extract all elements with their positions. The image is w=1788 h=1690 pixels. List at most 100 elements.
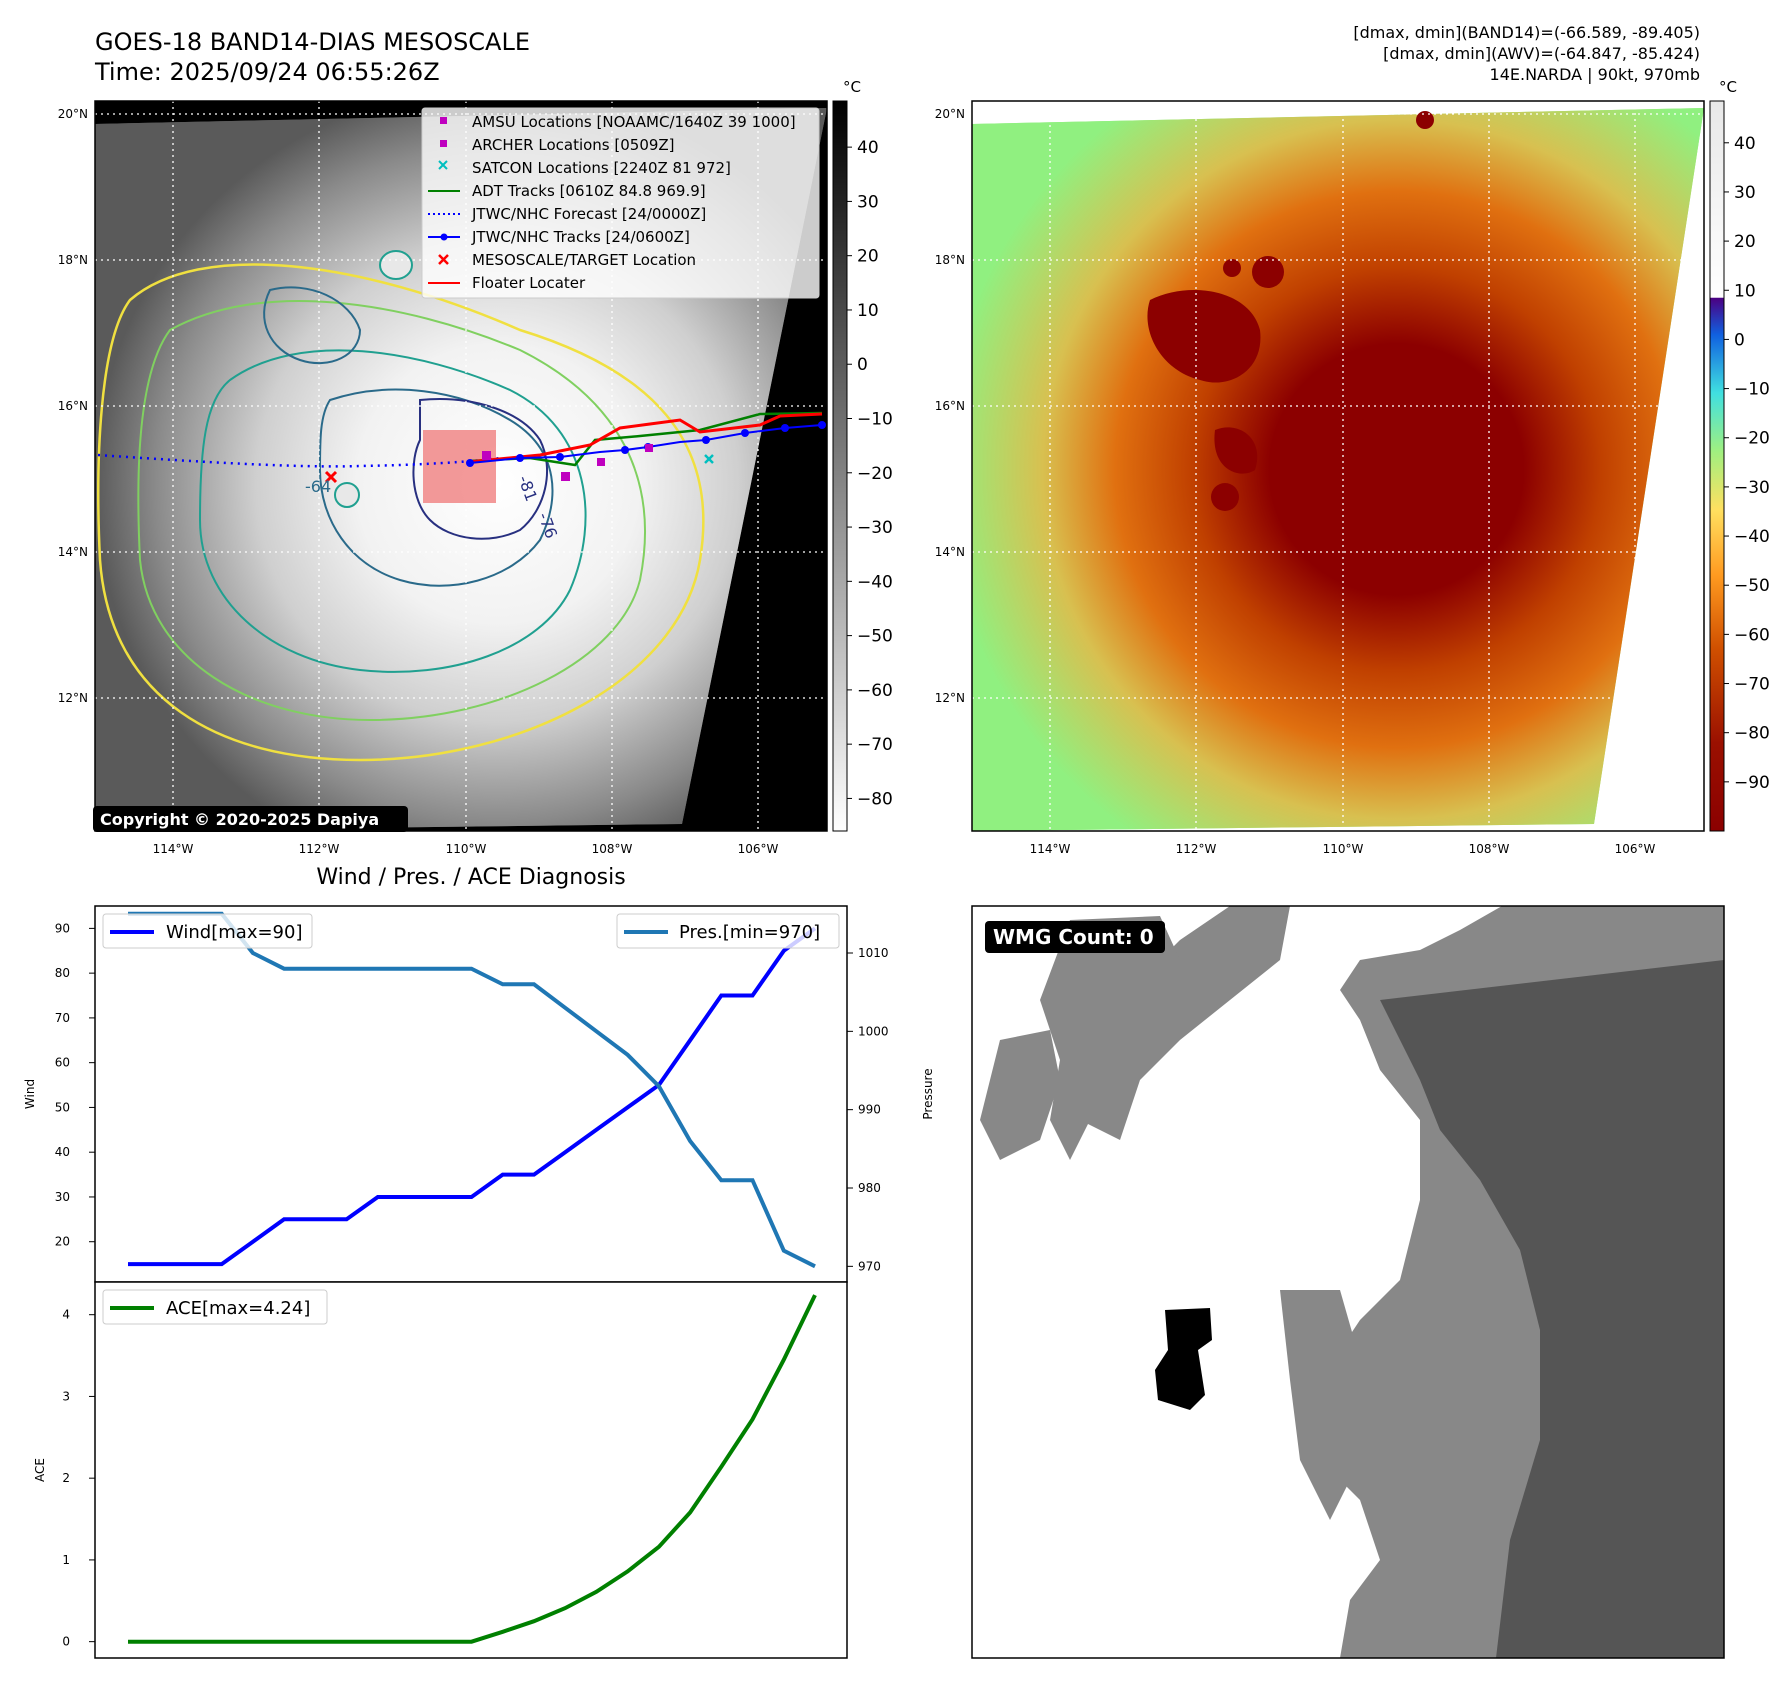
lon-tick-label: 112°W — [299, 842, 340, 856]
axis-tick-label: 3 — [62, 1389, 70, 1403]
storm-info: 14E.NARDA | 90kt, 970mb — [1490, 65, 1700, 84]
forecast-track — [97, 453, 501, 468]
lat-tick-label: 12°N — [58, 691, 88, 705]
track-legend: AMSU Locations [NOAAMC/1640Z 39 1000] AR… — [421, 107, 820, 299]
lat-tick-label: 14°N — [935, 545, 965, 559]
colorbar-tick-label: 10 — [1734, 281, 1756, 301]
axis-tick-label: 90 — [55, 921, 70, 935]
axis-tick-label: 60 — [55, 1056, 70, 1070]
lon-tick-label: 110°W — [1323, 842, 1364, 856]
legend-forecast: JTWC/NHC Forecast [24/0000Z] — [471, 205, 706, 223]
axis-tick-label: 80 — [55, 966, 70, 980]
colorbar-tick-label: −80 — [857, 789, 893, 809]
wmg-count-label: WMG Count: 0 — [993, 925, 1154, 949]
awv-map-gridlines — [972, 101, 1704, 831]
axis-tick-label: 40 — [55, 1145, 70, 1159]
ace-legend: ACE[max=4.24] — [102, 1289, 328, 1325]
lat-tick-label: 20°N — [935, 107, 965, 121]
axis-tick-label: 1 — [62, 1553, 70, 1567]
lon-tick-label: 110°W — [446, 842, 487, 856]
axis-tick-label: 30 — [55, 1190, 70, 1204]
lat-tick-label: 12°N — [935, 691, 965, 705]
pressure-legend-label: Pres.[min=970] — [679, 922, 820, 943]
lat-tick-label: 18°N — [935, 253, 965, 267]
legend-adt: ADT Tracks [0610Z 84.8 969.9] — [472, 182, 706, 200]
wind-pressure-chart: Wind Pressure 20 30 40 50 60 70 80 90 970 980 990… — [23, 905, 935, 1283]
axis-tick-label: 20 — [55, 1235, 70, 1249]
lon-tick-label: 112°W — [1176, 842, 1217, 856]
colorbar-tick-label: −40 — [1734, 527, 1770, 547]
contour-label: -64 — [305, 477, 331, 496]
axis-tick-label: 1000 — [858, 1024, 889, 1038]
colorbar-tick-label: −20 — [1734, 429, 1770, 449]
colorbar-tick-label: 0 — [857, 355, 868, 375]
colorbar-awv-unit: °C — [1719, 78, 1737, 96]
colorbar-ir-unit: °C — [843, 78, 861, 96]
wind-axis-label: Wind — [23, 1079, 37, 1109]
legend-jtwc-tracks: JTWC/NHC Tracks [24/0600Z] — [471, 228, 690, 246]
axis-tick-label: 50 — [55, 1100, 70, 1114]
wind-series-line — [128, 926, 817, 1267]
colorbar-ir: °C 40 30 20 10 0 −10 −20 −30 −40 −50 −60 −70 −80 — [832, 78, 893, 832]
dmax-band14: [dmax, dmin](BAND14)=(-66.589, -89.405) — [1353, 23, 1700, 42]
colorbar-tick-label: 40 — [1734, 134, 1756, 154]
copyright-label: Copyright © 2020-2025 Dapiya — [100, 810, 379, 829]
colorbar-tick-label: −10 — [1734, 380, 1770, 400]
diagnosis-title: Wind / Pres. / ACE Diagnosis — [316, 865, 625, 890]
legend-target: MESOSCALE/TARGET Location — [472, 251, 696, 269]
ir-map-lat-ticks: 20°N 18°N 16°N 14°N 12°N — [58, 107, 88, 705]
lon-tick-label: 106°W — [1615, 842, 1656, 856]
colorbar-tick-label: 10 — [857, 301, 879, 321]
axis-tick-label: 2 — [62, 1471, 70, 1485]
colorbar-tick-label: 20 — [857, 247, 879, 267]
ace-chart: ACE 0 1 2 3 4 ACE[max=4.24] — [33, 1281, 848, 1659]
wind-legend: Wind[max=90] — [102, 913, 313, 949]
axis-tick-label: 4 — [62, 1308, 70, 1322]
colorbar-tick-label: −90 — [1734, 773, 1770, 793]
wind-legend-label: Wind[max=90] — [166, 922, 303, 943]
axis-tick-label: 980 — [858, 1181, 881, 1195]
adt-track — [469, 411, 823, 467]
awv-map-lat-ticks: 20°N 18°N 16°N 14°N 12°N — [935, 107, 965, 705]
colorbar-tick-label: −50 — [857, 627, 893, 647]
lon-tick-label: 108°W — [1469, 842, 1510, 856]
figure-title: GOES-18 BAND14-DIAS MESOSCALE — [95, 28, 530, 56]
awv-map-panel — [972, 101, 1704, 831]
lat-tick-label: 16°N — [935, 399, 965, 413]
awv-map-lon-ticks: 114°W 112°W 110°W 108°W 106°W — [1030, 842, 1656, 856]
colorbar-tick-label: −60 — [1734, 625, 1770, 645]
floater-track — [467, 412, 823, 464]
colorbar-tick-label: −50 — [1734, 576, 1770, 596]
lon-tick-label: 114°W — [153, 842, 194, 856]
ace-legend-label: ACE[max=4.24] — [166, 1298, 310, 1319]
legend-amsu: AMSU Locations [NOAAMC/1640Z 39 1000] — [472, 113, 796, 131]
legend-satcon: SATCON Locations [2240Z 81 972] — [472, 159, 731, 177]
ace-axis-label: ACE — [33, 1458, 47, 1482]
archer-points — [482, 444, 653, 481]
colorbar-awv: °C 40 30 20 10 0 −10 −20 −30 −40 −50 −60 −70 −80 −90 — [1709, 78, 1770, 832]
colorbar-tick-label: 0 — [1734, 330, 1745, 350]
lat-tick-label: 18°N — [58, 253, 88, 267]
colorbar-tick-label: −30 — [1734, 478, 1770, 498]
lon-tick-label: 114°W — [1030, 842, 1071, 856]
axis-tick-label: 0 — [62, 1635, 70, 1649]
ir-map-lon-ticks: 114°W 112°W 110°W 108°W 106°W — [153, 842, 779, 856]
target-marker — [324, 470, 338, 484]
pressure-axis-label: Pressure — [921, 1068, 935, 1119]
axis-tick-label: 1010 — [858, 946, 889, 960]
colorbar-tick-label: 30 — [1734, 183, 1756, 203]
dmax-awv: [dmax, dmin](AWV)=(-64.847, -85.424) — [1383, 44, 1700, 63]
legend-archer: ARCHER Locations [0509Z] — [472, 136, 675, 154]
axis-tick-label: 970 — [858, 1259, 881, 1273]
lon-tick-label: 108°W — [592, 842, 633, 856]
axis-tick-label: 70 — [55, 1011, 70, 1025]
colorbar-tick-label: −60 — [857, 681, 893, 701]
legend-floater: Floater Locater — [472, 274, 586, 292]
wmg-panel: WMG Count: 0 — [971, 905, 1725, 1659]
lat-tick-label: 16°N — [58, 399, 88, 413]
colorbar-tick-label: −40 — [857, 572, 893, 592]
figure-time: Time: 2025/09/24 06:55:26Z — [94, 58, 440, 86]
satcon-points — [704, 454, 714, 464]
colorbar-tick-label: −20 — [857, 464, 893, 484]
